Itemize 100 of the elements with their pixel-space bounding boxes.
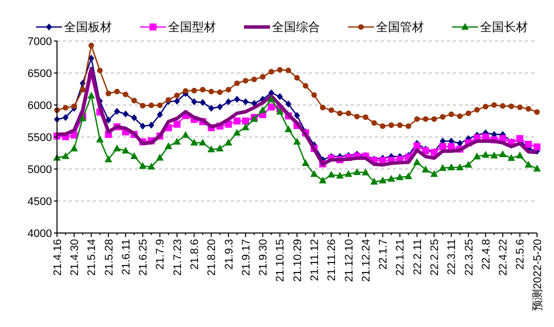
y-tick-label: 6500 (28, 68, 52, 80)
point (105, 116, 112, 124)
point (533, 164, 541, 172)
point (276, 108, 284, 115)
x-tick-label: 22.5.6 (514, 239, 527, 270)
x-tick-label: 21.9.17 (240, 239, 252, 276)
x-tick-label: 21.8.6 (188, 239, 201, 270)
point (268, 103, 275, 110)
point (353, 168, 361, 175)
point (191, 98, 198, 106)
point (104, 155, 112, 162)
y-tick-label: 4000 (28, 228, 52, 240)
point (507, 154, 516, 161)
point (354, 114, 360, 120)
point (122, 92, 128, 98)
point (62, 104, 68, 111)
point (491, 102, 497, 108)
x-tick-label: 21.9.30 (258, 239, 270, 276)
point (156, 154, 164, 161)
point (320, 104, 326, 110)
point (242, 118, 250, 124)
point (251, 76, 257, 82)
point (140, 102, 146, 108)
point (148, 102, 154, 108)
point (302, 159, 310, 166)
point (490, 152, 498, 158)
point (131, 98, 137, 104)
point (267, 96, 276, 102)
point (457, 113, 463, 119)
point (96, 136, 104, 142)
point (148, 122, 154, 129)
point (440, 114, 446, 120)
point (225, 98, 232, 106)
x-tick-label: 22.1.21 (394, 239, 407, 276)
point (226, 86, 232, 92)
point (534, 109, 540, 115)
point (294, 75, 300, 81)
point (182, 88, 188, 94)
point (198, 138, 207, 146)
x-tick-label: 21.9.3 (223, 239, 236, 270)
point (234, 96, 240, 103)
point (268, 68, 274, 75)
point (70, 144, 78, 152)
point (380, 123, 386, 129)
point (466, 110, 472, 116)
point (397, 122, 403, 128)
x-tick-label: 21.10.15 (274, 239, 287, 282)
point (371, 120, 377, 126)
point (414, 142, 420, 150)
point (370, 178, 378, 185)
point (473, 152, 481, 160)
point (516, 152, 524, 158)
point (122, 110, 129, 118)
point (362, 168, 370, 176)
point (140, 122, 146, 130)
legend-label: 全国管材 (376, 20, 424, 34)
point (422, 166, 430, 172)
x-tick-label: 21.12.24 (360, 239, 372, 282)
point (336, 172, 344, 179)
point (413, 158, 421, 166)
point (242, 123, 250, 130)
point (251, 100, 258, 107)
point (106, 90, 112, 96)
point (62, 152, 70, 159)
point (277, 67, 283, 73)
point (310, 170, 318, 177)
point (217, 89, 223, 95)
point (242, 78, 248, 84)
point (242, 98, 249, 106)
point (524, 160, 532, 168)
point (113, 144, 121, 152)
point (517, 104, 523, 110)
point (182, 131, 190, 138)
point (294, 112, 300, 120)
point (378, 176, 387, 184)
point (174, 98, 180, 105)
x-tick-label: 21.6.11 (120, 239, 132, 275)
legend-label: 全国综合 (272, 20, 320, 34)
point (447, 163, 456, 170)
point (114, 108, 120, 115)
point (87, 92, 96, 99)
x-tick-label: 21.7.23 (172, 239, 184, 276)
point (526, 106, 532, 112)
point (524, 140, 532, 148)
point (498, 150, 507, 158)
x-tick-label: 21.5.14 (86, 239, 98, 276)
x-tick-label: 22.2.25 (428, 239, 441, 276)
point (88, 42, 94, 48)
point (200, 98, 206, 106)
y-tick-label: 5500 (28, 132, 52, 144)
x-tick-label: 21.5.28 (103, 239, 116, 276)
point (233, 128, 241, 136)
point (80, 86, 86, 92)
point (258, 106, 267, 113)
point (438, 164, 447, 171)
point (346, 110, 352, 116)
x-tick-label: 21.4.16 (52, 239, 64, 276)
point (318, 176, 327, 184)
x-tick-label: 22.1.7 (378, 239, 390, 270)
point (207, 145, 216, 152)
